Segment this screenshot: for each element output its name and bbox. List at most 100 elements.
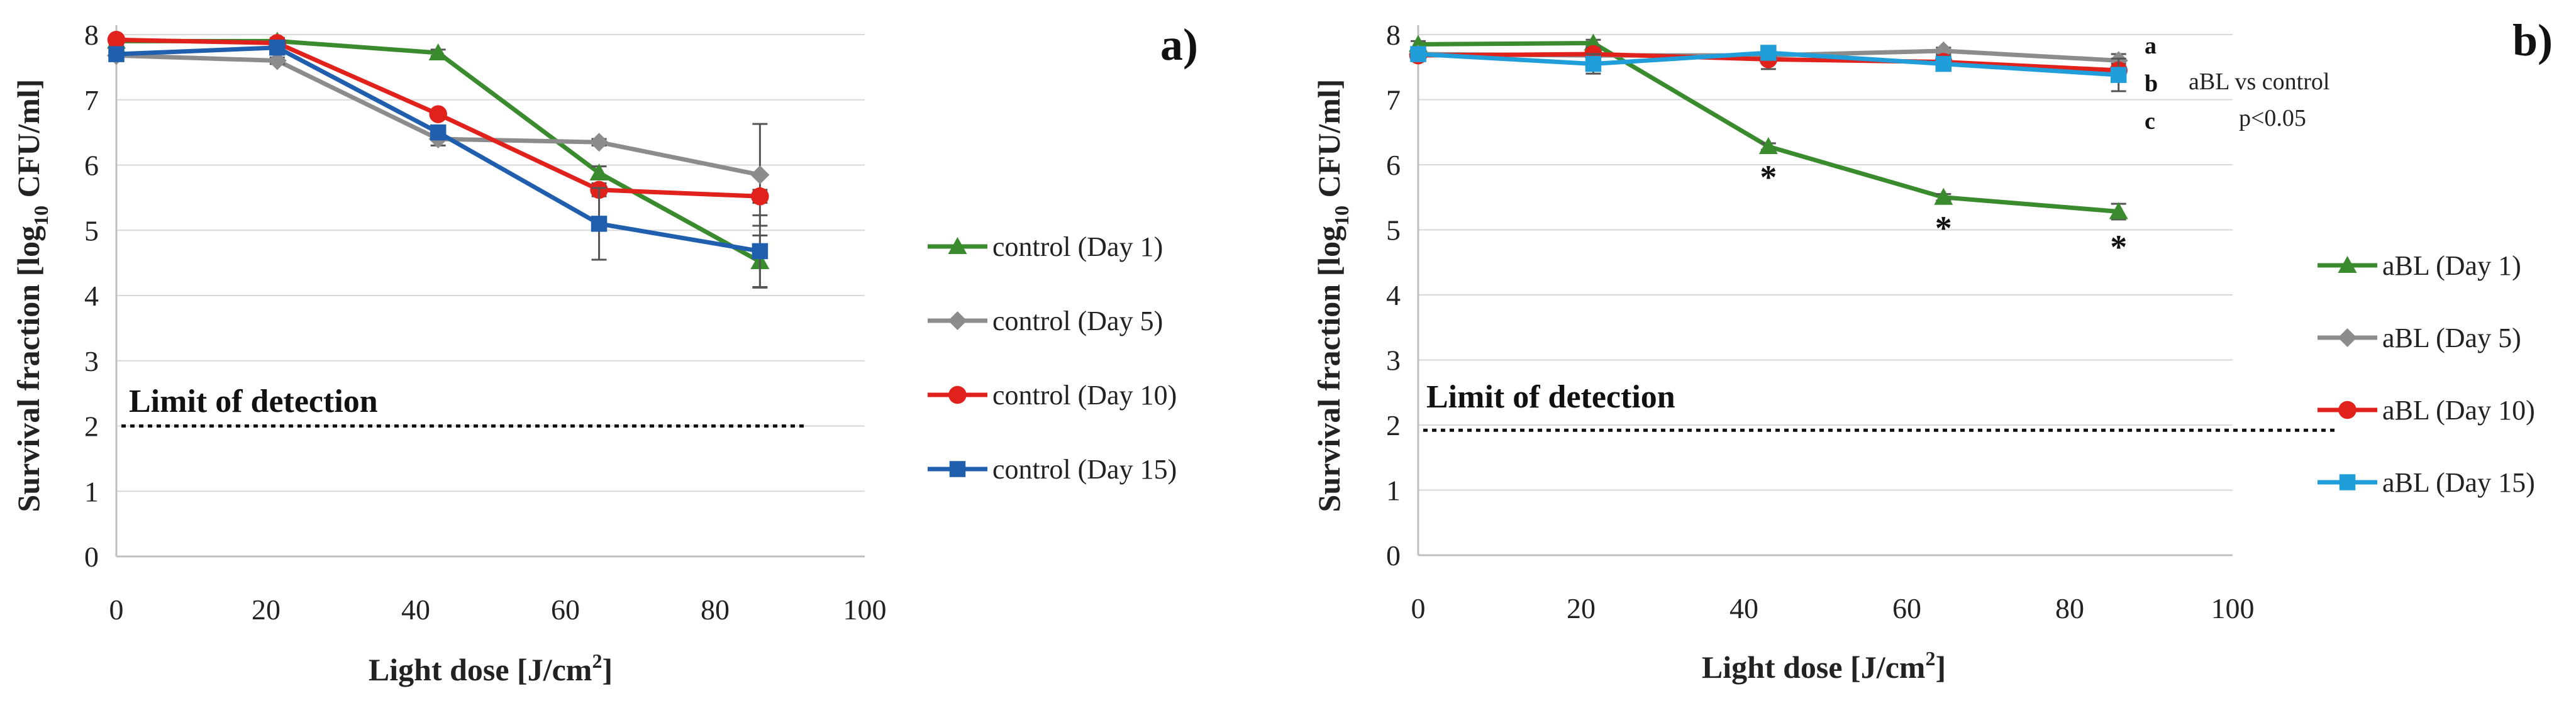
grid-a — [116, 34, 865, 492]
significance-star: * — [2110, 228, 2127, 266]
y-tick-label: 3 — [1386, 345, 1401, 377]
y-tick-labels-b: 0 1 2 3 4 5 6 7 8 — [1386, 19, 1401, 572]
y-tick-label: 3 — [84, 345, 99, 377]
data-point — [589, 163, 609, 180]
legend-b: aBL (Day 1) aBL (Day 5) aBL (Day 10) aBL (D… — [2318, 250, 2535, 498]
panel-label-b: b) — [2512, 15, 2553, 65]
legend-item: control (Day 5) — [928, 306, 1163, 336]
legend-label: control (Day 15) — [992, 454, 1177, 485]
x-tick-label: 100 — [843, 594, 887, 626]
legend-item: control (Day 10) — [928, 380, 1177, 411]
data-point — [2338, 328, 2357, 347]
legend-item: aBL (Day 5) — [2318, 323, 2521, 353]
x-tick-label: 0 — [109, 594, 124, 626]
legend-item: aBL (Day 1) — [2318, 250, 2521, 281]
legend-label: control (Day 10) — [992, 380, 1177, 411]
y-tick-label: 4 — [1386, 279, 1401, 311]
data-point — [752, 243, 769, 260]
data-point — [1760, 45, 1777, 61]
x-tick-label: 80 — [2055, 592, 2084, 624]
series-a — [107, 31, 770, 289]
data-point — [2339, 474, 2356, 490]
data-point — [267, 51, 287, 70]
data-point — [1934, 187, 1953, 205]
x-axis-title-a: Light dose [J/cm2] — [369, 650, 613, 687]
data-point — [429, 105, 447, 123]
significance-star: * — [1760, 158, 1777, 196]
data-point — [589, 133, 609, 152]
data-point — [949, 461, 966, 477]
x-tick-labels-a: 0 20 40 60 80 100 — [109, 594, 887, 626]
data-point — [2110, 67, 2127, 83]
x-axis-title-b: Light dose [J/cm2] — [1702, 647, 1946, 685]
significance-letter-b: b — [2145, 70, 2158, 97]
panel-label-a: a) — [1160, 19, 1198, 70]
y-axis-title-a: Survival fraction [log10 CFU/ml] — [11, 79, 52, 512]
x-tick-label: 0 — [1411, 592, 1426, 624]
detection-limit-label-a: Limit of detection — [129, 384, 378, 419]
legend-a: control (Day 1) control (Day 5) control (D… — [928, 231, 1177, 485]
x-tick-label: 60 — [551, 594, 580, 626]
y-tick-label: 7 — [1386, 84, 1401, 116]
y-tick-label: 8 — [84, 19, 99, 51]
legend-label: aBL (Day 1) — [2382, 250, 2521, 281]
chart-panel-b: 0 1 2 3 4 5 6 7 8 0 20 40 60 80 100 Limit of detectio… — [1311, 15, 2553, 685]
data-point — [1935, 55, 1952, 72]
x-tick-labels-b: 0 20 40 60 80 100 — [1411, 592, 2255, 624]
data-point — [750, 165, 770, 185]
y-tick-label: 7 — [84, 84, 99, 116]
y-tick-label: 2 — [84, 411, 99, 443]
data-point — [2338, 256, 2357, 273]
legend-label: control (Day 1) — [992, 231, 1163, 262]
legend-label: control (Day 5) — [992, 306, 1163, 336]
legend-label: aBL (Day 10) — [2382, 395, 2535, 426]
x-tick-label: 100 — [2211, 592, 2255, 624]
data-point — [1585, 55, 1602, 72]
y-tick-label: 2 — [1386, 409, 1401, 441]
legend-label: aBL (Day 15) — [2382, 467, 2535, 498]
series-square — [1410, 45, 2127, 92]
x-tick-label: 40 — [401, 594, 430, 626]
detection-limit-label-b: Limit of detection — [1426, 379, 1675, 415]
comparison-note: aBL vs control — [2189, 69, 2329, 95]
data-point — [269, 40, 286, 56]
series-b: * * * — [1409, 33, 2128, 266]
legend-item: aBL (Day 10) — [2318, 395, 2535, 426]
data-point — [1410, 46, 1426, 62]
significance-letter-c: c — [2145, 108, 2155, 135]
p-value-note: p<0.05 — [2239, 105, 2306, 131]
grid-b — [1418, 34, 2233, 491]
x-tick-label: 20 — [1567, 592, 1596, 624]
y-tick-label: 4 — [84, 280, 99, 312]
data-point — [107, 31, 126, 49]
series-square — [108, 40, 769, 289]
data-point — [2338, 401, 2357, 419]
chart-panel-a: 0 1 2 3 4 5 6 7 8 0 20 40 60 80 100 Limit of detectio… — [11, 19, 1198, 687]
data-point — [591, 216, 608, 232]
y-tick-label: 1 — [1386, 475, 1401, 507]
data-point — [948, 311, 967, 330]
x-tick-label: 60 — [1892, 592, 1921, 624]
x-tick-label: 80 — [701, 594, 730, 626]
data-point — [108, 46, 125, 62]
legend-item: aBL (Day 15) — [2318, 467, 2535, 498]
x-tick-label: 40 — [1729, 592, 1758, 624]
data-point — [428, 43, 448, 61]
data-point — [751, 187, 769, 206]
y-axis-title-b: Survival fraction [log10 CFU/ml] — [1311, 79, 1353, 512]
y-tick-label: 0 — [84, 541, 99, 573]
legend-label: aBL (Day 5) — [2382, 323, 2521, 353]
y-tick-label: 5 — [1386, 214, 1401, 246]
data-point — [948, 237, 967, 254]
legend-item: control (Day 1) — [928, 231, 1163, 262]
significance-letter-a: a — [2145, 33, 2157, 59]
y-tick-label: 8 — [1386, 19, 1401, 51]
significance-star: * — [1935, 209, 1952, 247]
data-point — [2109, 202, 2128, 219]
data-point — [1758, 137, 1778, 155]
y-tick-label: 0 — [1386, 539, 1401, 572]
data-point — [1584, 33, 1603, 51]
legend-item: control (Day 15) — [928, 454, 1177, 485]
y-tick-label: 1 — [84, 475, 99, 507]
